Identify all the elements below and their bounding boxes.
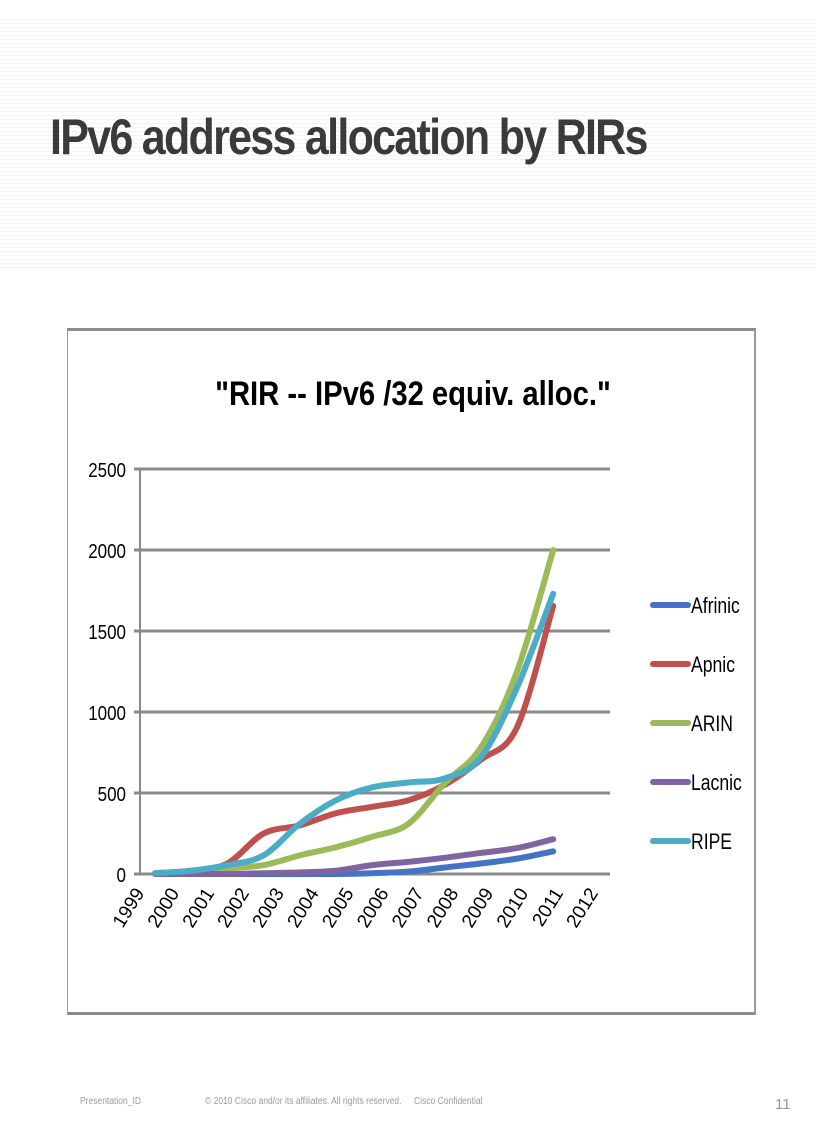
x-tick-label: 2009 <box>458 885 498 932</box>
footer-confidential: Cisco Confidential <box>414 1096 483 1107</box>
x-tick-label: 2003 <box>249 885 289 932</box>
series-lines <box>152 547 557 878</box>
x-tick-label: 2004 <box>284 884 324 931</box>
legend-label: RIPE <box>691 830 732 854</box>
y-axis-labels: 0 500 1000 1500 2000 2500 <box>88 459 126 887</box>
y-tick-label: 2000 <box>88 540 126 563</box>
chart-frame <box>67 328 756 1015</box>
grid-lines <box>134 467 610 876</box>
series-line-lacnic <box>152 836 557 878</box>
y-tick-label: 0 <box>117 864 126 887</box>
x-tick-label: 2006 <box>353 885 393 932</box>
series-line-ripe <box>152 590 557 877</box>
legend-label: Lacnic <box>691 771 742 795</box>
x-tick-label: 2012 <box>563 885 603 932</box>
legend: Afrinic Apnic ARIN Lacnic RIPE <box>650 594 742 855</box>
header-background <box>0 18 816 268</box>
legend-label: Afrinic <box>691 594 740 618</box>
y-tick-label: 2500 <box>88 459 126 482</box>
x-tick-label: 2001 <box>179 885 219 932</box>
legend-label: ARIN <box>691 712 733 736</box>
x-tick-label: 1999 <box>109 885 149 932</box>
x-tick-label: 2005 <box>318 885 358 932</box>
x-tick-label: 2008 <box>423 885 463 932</box>
chart-title: "RIR -- IPv6 /32 equiv. alloc." <box>215 374 611 413</box>
series-line-arin <box>152 547 557 877</box>
x-tick-label: 2002 <box>214 885 254 932</box>
footer-copyright: © 2010 Cisco and/or its affiliates. All … <box>205 1096 402 1107</box>
page-number: 11 <box>775 1096 791 1113</box>
footer-presentation-id: Presentation_ID <box>80 1096 141 1107</box>
legend-label: Apnic <box>691 653 735 677</box>
y-tick-label: 1500 <box>88 621 126 644</box>
x-tick-label: 2011 <box>529 885 568 931</box>
slide-title: IPv6 address allocation by RIRs <box>50 109 648 165</box>
x-tick-label: 2007 <box>388 885 428 932</box>
y-tick-label: 500 <box>98 783 126 806</box>
x-axis-labels: 1999200020012002200320042005200620072008… <box>109 884 603 931</box>
y-tick-label: 1000 <box>88 702 126 725</box>
x-tick-label: 2000 <box>144 885 184 932</box>
x-tick-label: 2010 <box>493 885 533 932</box>
